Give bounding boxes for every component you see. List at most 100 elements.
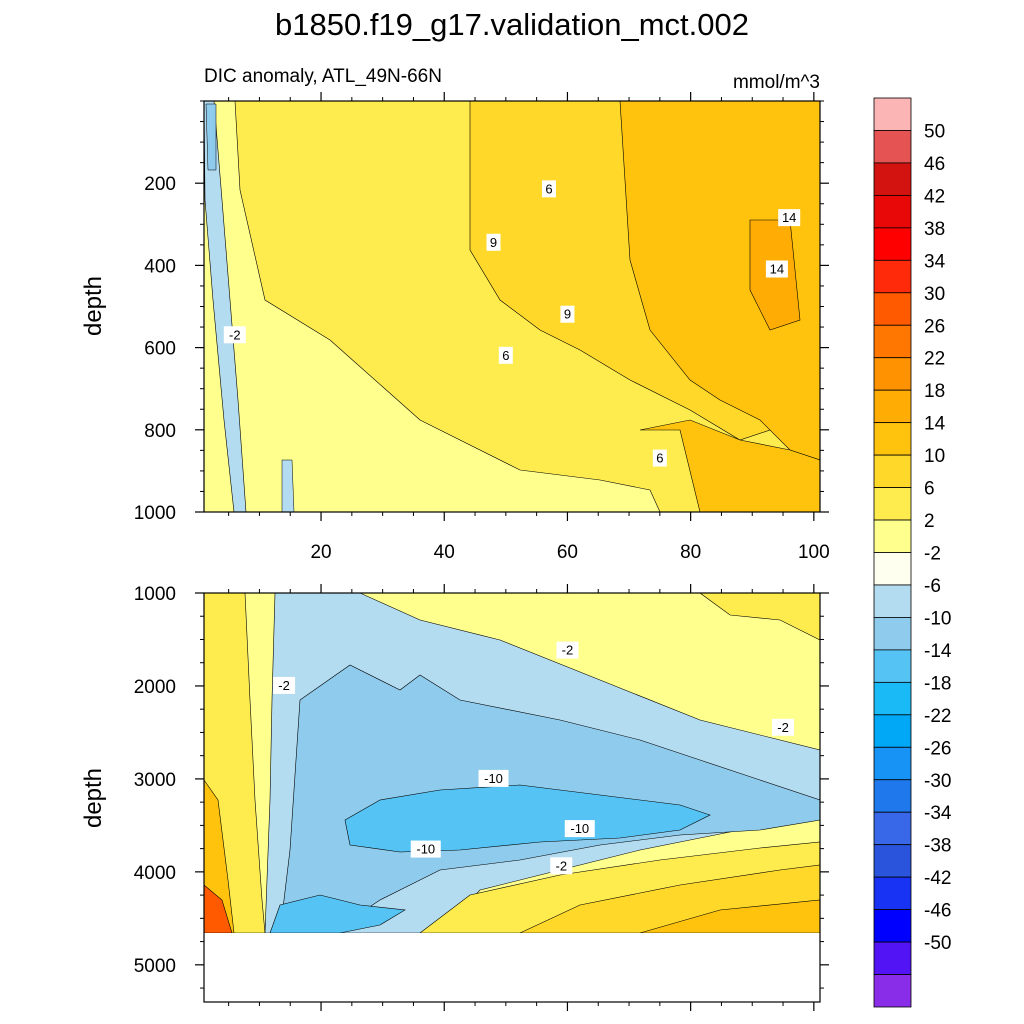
colorbar-swatch <box>873 292 912 326</box>
colorbar-label: -2 <box>924 544 941 565</box>
lower-contour-label-bg <box>550 857 573 875</box>
colorbar-label: 38 <box>924 219 945 240</box>
lower-y-tick-label: 2000 <box>134 677 176 698</box>
upper-contour-label-bg <box>652 449 667 467</box>
upper-y-tick-label: 400 <box>144 256 176 277</box>
lower-contour-label: -10 <box>416 842 435 857</box>
upper-y-tick-label: 600 <box>144 339 176 360</box>
colorbar-label: -10 <box>924 608 951 629</box>
lower-y-axis-label: depth <box>80 768 107 828</box>
chart-subtitle: DIC anomaly, ATL_49N-66N <box>204 66 442 87</box>
colorbar-label: 30 <box>924 284 945 305</box>
upper-contour-label-bg <box>778 209 801 227</box>
upper-contour-label: 14 <box>770 262 784 277</box>
colorbar-label: 2 <box>924 511 935 532</box>
upper-contour-label-bg <box>765 260 788 278</box>
lower-contour-label-bg <box>478 769 509 787</box>
lower-band-neg10b <box>269 894 406 934</box>
colorbar-swatch <box>873 357 912 391</box>
lower-contour-label: -2 <box>777 720 789 735</box>
colorbar-label: -18 <box>924 673 951 694</box>
upper-y-tick-label: 200 <box>144 174 176 195</box>
colorbar: 50 46 42 38 34 30 26 22 18 14 10 6 2 -2 -6 -10 -14 -18 -22… <box>873 97 952 1008</box>
lower-plot-field <box>203 592 821 1002</box>
colorbar-swatch <box>873 227 912 261</box>
colorbar-label: 6 <box>924 479 935 500</box>
colorbar-swatch <box>873 876 912 911</box>
colorbar-label: -6 <box>924 576 941 597</box>
colorbar-swatch <box>873 974 912 1008</box>
upper-x-tick-label: 80 <box>680 542 701 563</box>
colorbar-labels: 50 46 42 38 34 30 26 22 18 14 10 6 2 -2 -6 -10 -14 -18 -22… <box>924 121 952 954</box>
colorbar-label: 42 <box>924 186 945 207</box>
colorbar-swatch <box>873 519 912 553</box>
colorbar-swatch <box>873 162 912 196</box>
lower-contour-label-bg <box>556 641 579 659</box>
colorbar-label: -42 <box>924 868 951 889</box>
colorbar-label: -50 <box>924 933 951 954</box>
lower-contour-label-bg <box>564 820 595 838</box>
colorbar-swatch <box>873 389 912 424</box>
colorbar-swatch <box>873 454 912 488</box>
colorbar-swatches <box>873 97 912 1008</box>
colorbar-swatch <box>873 617 912 651</box>
colorbar-label: 50 <box>924 121 945 142</box>
upper-x-tick-label: 60 <box>557 542 578 563</box>
lower-panel: -2 -2 -2 -10 -10 -10 -2 1000 2000 3000 4000 5000 d… <box>80 584 829 1011</box>
colorbar-swatch <box>873 909 912 943</box>
upper-contour-label: 6 <box>545 181 552 196</box>
upper-contour-label: 14 <box>782 210 796 225</box>
upper-y-axis-label: depth <box>80 276 107 336</box>
colorbar-swatch <box>873 844 912 878</box>
upper-contour-label-bg <box>486 233 501 251</box>
upper-contour-label-bg <box>498 346 513 364</box>
colorbar-swatch <box>873 552 912 586</box>
lower-plot-frame <box>203 592 821 1003</box>
upper-x-tick-label: 20 <box>310 542 331 563</box>
upper-y-tick-label: 800 <box>144 421 176 442</box>
upper-contour-label-bg <box>541 180 556 198</box>
upper-contour-label-bg <box>223 326 246 344</box>
colorbar-label: 14 <box>924 414 946 435</box>
lower-y-tick-label: 5000 <box>134 956 176 977</box>
lower-contour-label-bg <box>410 840 441 858</box>
lower-no-data-region <box>204 933 820 1002</box>
upper-band-neg6 <box>205 103 217 171</box>
colorbar-label: -14 <box>924 641 952 662</box>
lower-contour-labels: -2 -2 -2 -10 -10 -10 -2 <box>273 641 795 875</box>
upper-contour-label: 6 <box>656 451 663 466</box>
colorbar-label: -22 <box>924 706 951 727</box>
colorbar-swatch <box>873 714 912 748</box>
colorbar-label: 18 <box>924 381 945 402</box>
colorbar-label: 22 <box>924 349 945 370</box>
upper-contour-labels: -2 9 6 9 6 14 14 6 <box>223 180 801 467</box>
colorbar-swatch <box>873 779 912 813</box>
colorbar-label: 10 <box>924 446 945 467</box>
upper-plot-field <box>203 100 821 513</box>
colorbar-swatch <box>873 259 912 294</box>
lower-contour-label: -2 <box>562 643 574 658</box>
upper-x-ticks: 20 40 60 80 100 <box>228 92 830 563</box>
lower-contour-label-bg <box>273 676 296 694</box>
lower-y-tick-label: 3000 <box>134 770 176 791</box>
lower-contour-label: -10 <box>484 771 503 786</box>
colorbar-swatch <box>873 746 912 781</box>
colorbar-swatch <box>873 811 912 846</box>
lower-y-tick-label: 4000 <box>134 863 176 884</box>
upper-blue-patch <box>281 459 295 513</box>
colorbar-swatch <box>873 97 912 131</box>
colorbar-label: -26 <box>924 738 951 759</box>
colorbar-label: -30 <box>924 771 951 792</box>
upper-y-tick-label: 1000 <box>134 503 176 524</box>
upper-contour-label: 9 <box>490 235 497 250</box>
lower-contour-label-bg <box>772 718 795 736</box>
chart-title: b1850.f19_g17.validation_mct.002 <box>275 7 749 42</box>
colorbar-label: 34 <box>924 251 946 272</box>
lower-contour-label: -2 <box>555 858 567 873</box>
colorbar-swatch <box>873 649 912 683</box>
colorbar-swatch <box>873 941 912 975</box>
upper-y-ticks: 200 400 600 800 1000 <box>134 100 829 524</box>
upper-contour-label: -2 <box>229 327 241 342</box>
lower-contour-label: -2 <box>278 678 290 693</box>
